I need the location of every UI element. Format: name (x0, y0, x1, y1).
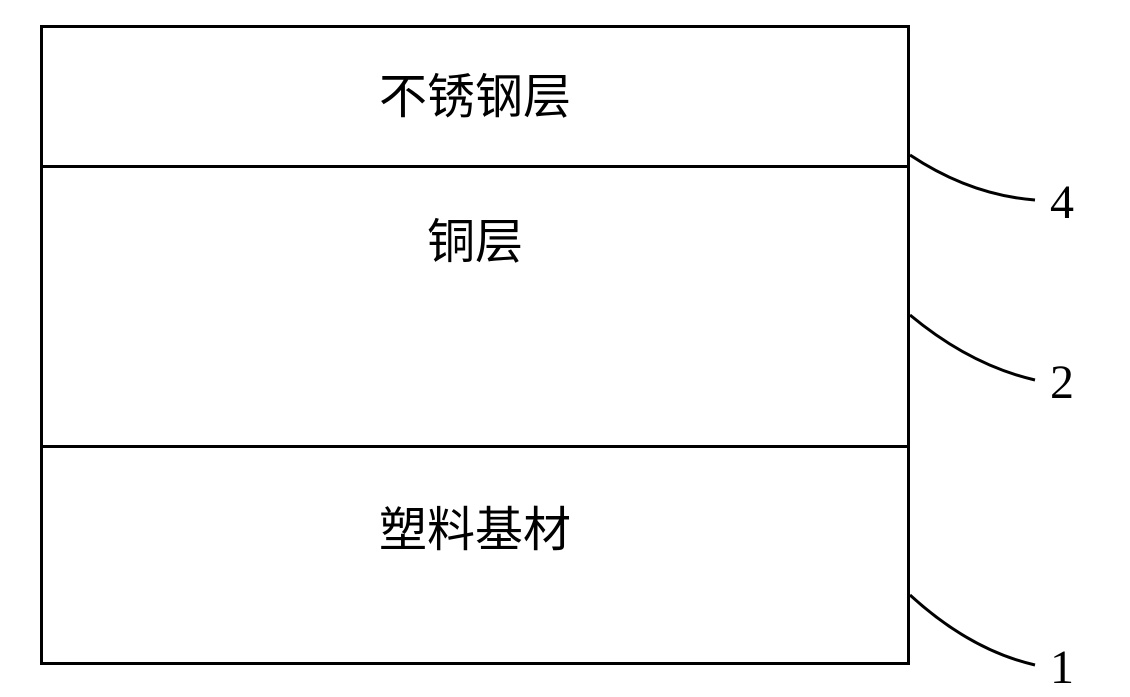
leader-line-1 (910, 595, 1035, 665)
layer-stainless-steel: 不锈钢层 (40, 25, 910, 165)
layer-copper: 铜层 (40, 165, 910, 445)
layer-diagram: 不锈钢层 铜层 塑料基材 (40, 25, 910, 665)
reference-number-2: 2 (1050, 355, 1074, 410)
layer-label-top: 不锈钢层 (379, 57, 571, 127)
layer-label-bottom: 塑料基材 (379, 490, 571, 560)
leader-line-2 (910, 315, 1035, 380)
reference-number-1: 1 (1050, 640, 1074, 695)
layer-plastic-substrate: 塑料基材 (40, 445, 910, 665)
reference-number-4: 4 (1050, 175, 1074, 230)
layer-label-middle: 铜层 (427, 202, 523, 272)
leader-line-4 (910, 155, 1035, 200)
